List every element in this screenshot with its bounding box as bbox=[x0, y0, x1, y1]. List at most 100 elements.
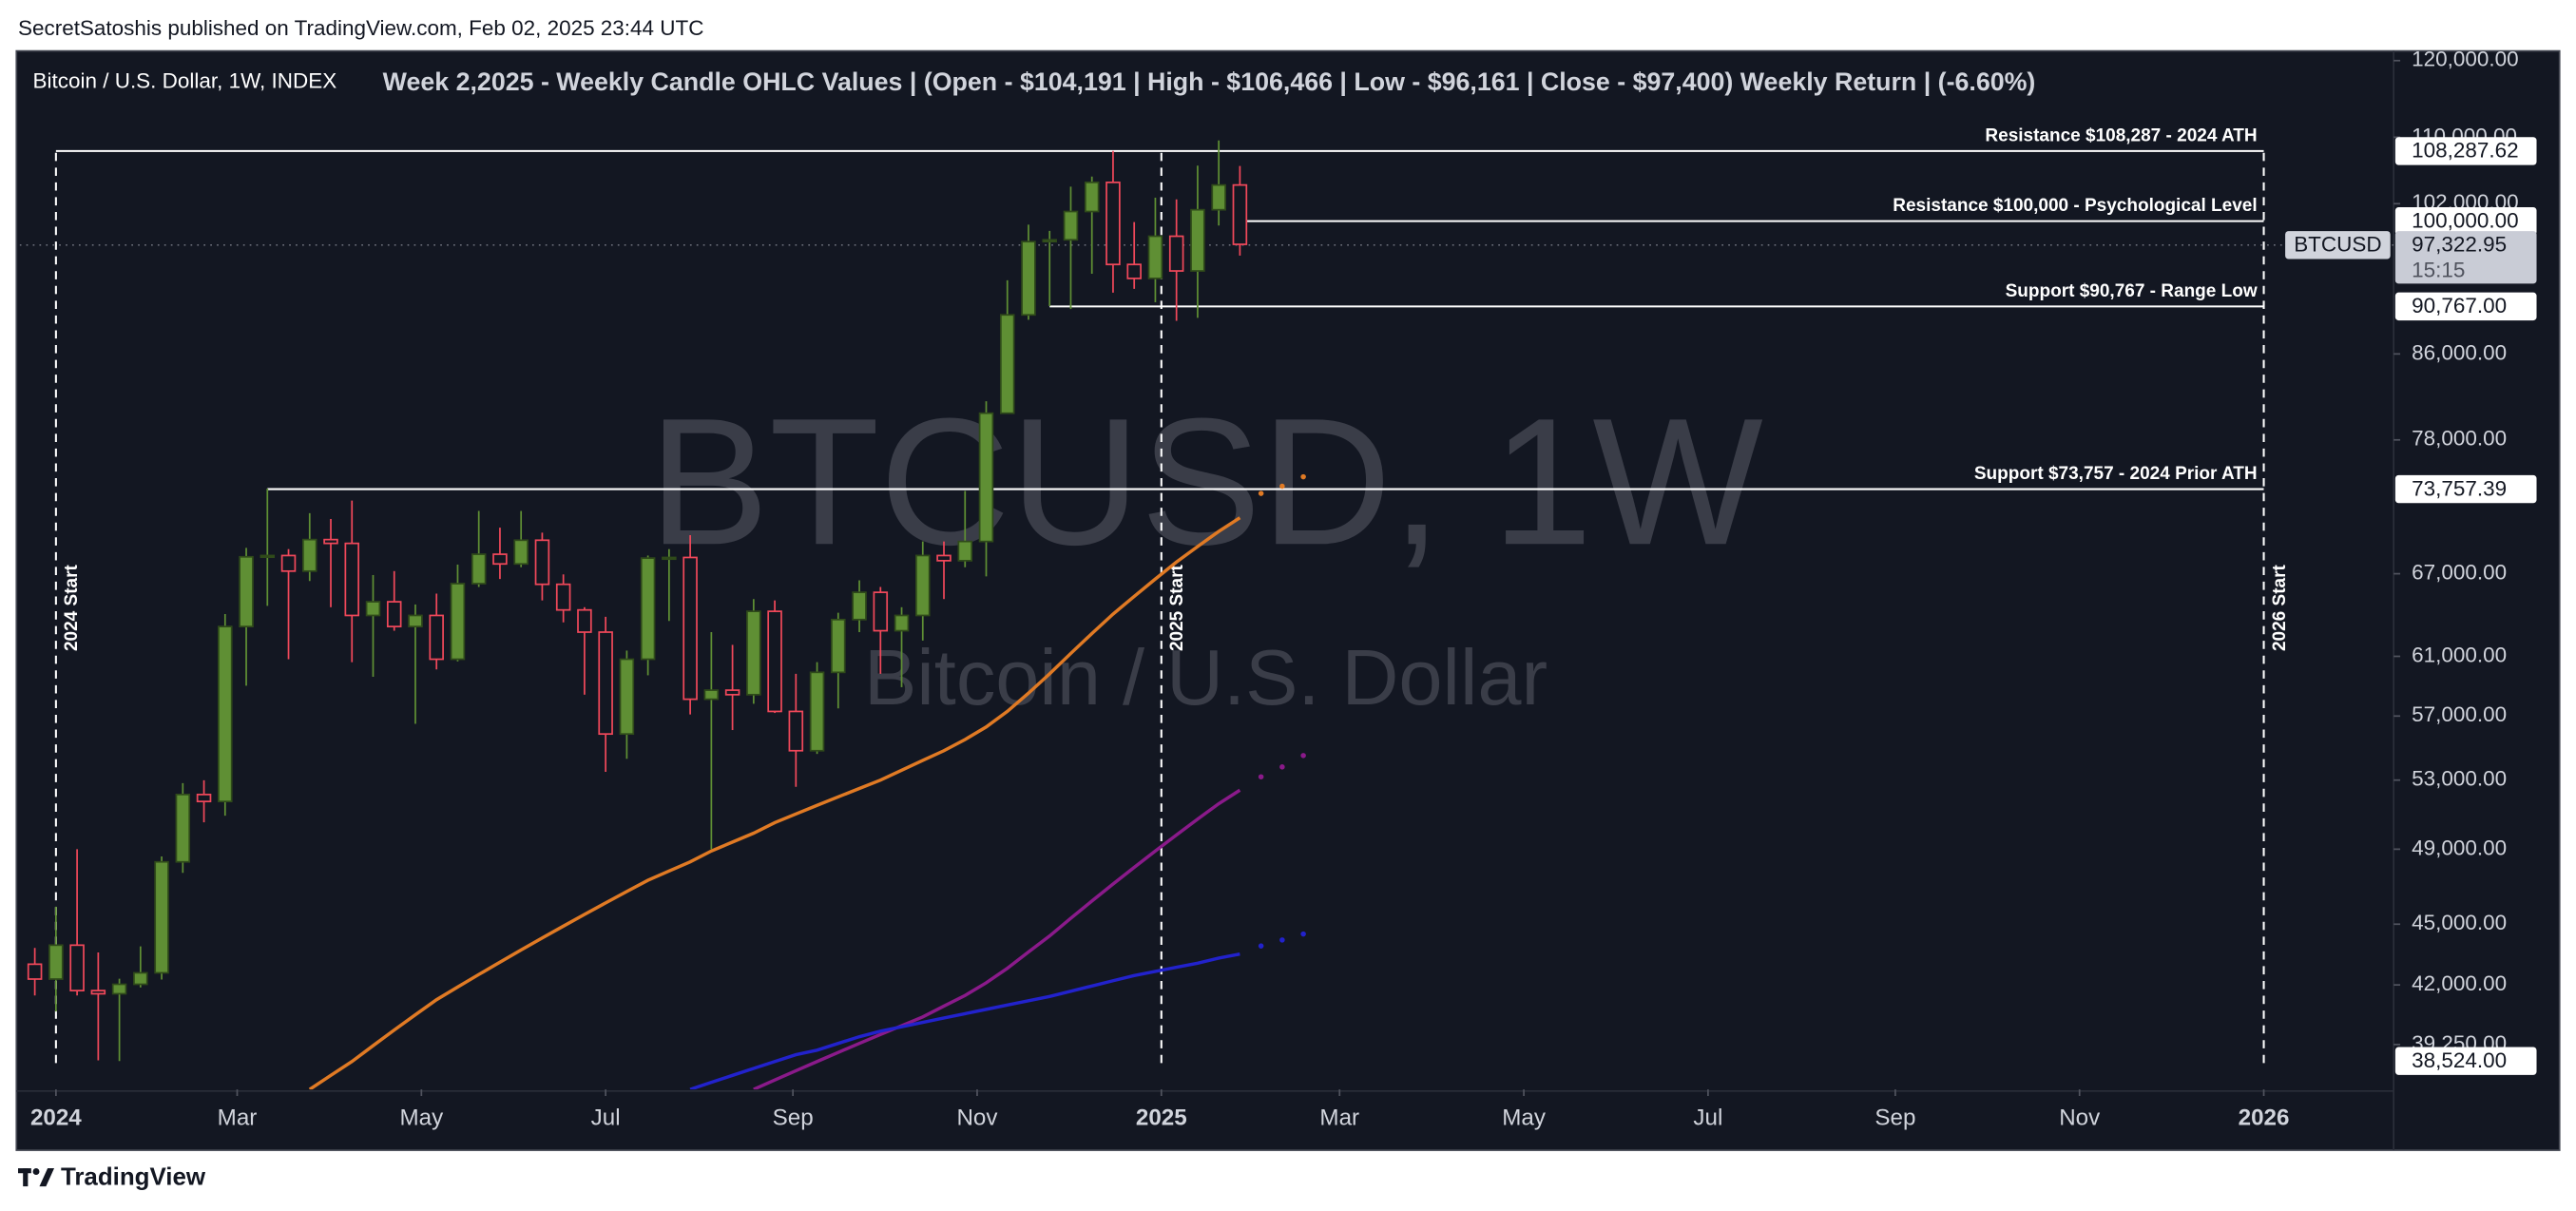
candle-body bbox=[662, 556, 677, 561]
candle-body bbox=[154, 860, 169, 974]
price-box-label: 73,757.39 bbox=[2412, 476, 2507, 500]
candle-body bbox=[1084, 182, 1100, 213]
price-box-label: 108,287.62 bbox=[2412, 139, 2518, 163]
y-tick-label: 42,000.00 bbox=[2412, 971, 2507, 995]
marker-label: 2024 Start bbox=[62, 565, 82, 652]
x-tick-label: Jul bbox=[591, 1105, 621, 1131]
candle-body bbox=[915, 554, 931, 617]
projection-dot bbox=[1300, 931, 1306, 937]
projection-dot bbox=[1258, 774, 1264, 779]
candle-body bbox=[1168, 235, 1184, 272]
projection-dot bbox=[1279, 937, 1285, 943]
moving-average bbox=[753, 788, 1241, 1090]
projection-dot bbox=[1300, 473, 1306, 480]
candle-body bbox=[978, 412, 994, 543]
x-tick-label: Nov bbox=[2059, 1105, 2101, 1131]
candle-body bbox=[48, 944, 64, 980]
price-box-label: 38,524.00 bbox=[2412, 1048, 2507, 1072]
candle-body bbox=[386, 601, 402, 627]
level-label: Resistance $108,287 - 2024 ATH bbox=[1985, 125, 2257, 145]
price-box bbox=[2394, 292, 2537, 321]
candle-body bbox=[90, 990, 106, 995]
candle-body bbox=[69, 944, 85, 991]
x-tick-label: Mar bbox=[1319, 1105, 1359, 1131]
brand-logo bbox=[18, 1168, 55, 1187]
symbol-label: BTCUSD bbox=[2294, 233, 2381, 257]
candle-body bbox=[534, 539, 550, 586]
candle-body bbox=[809, 671, 825, 752]
candle-body bbox=[746, 610, 761, 696]
marker-label: 2026 Start bbox=[2270, 565, 2290, 652]
marker-label: 2025 Start bbox=[1167, 565, 1187, 652]
x-tick-label: May bbox=[1502, 1105, 1547, 1131]
candle-body bbox=[873, 591, 889, 632]
candle-body bbox=[936, 554, 952, 562]
x-tick-label: Jul bbox=[1693, 1105, 1722, 1131]
x-tick-label: 2026 bbox=[2239, 1105, 2290, 1131]
x-tick-label: Sep bbox=[1874, 1105, 1915, 1131]
price-box bbox=[2394, 206, 2537, 236]
level-label: Support $73,757 - 2024 Prior ATH bbox=[1974, 464, 2258, 484]
moving-average bbox=[689, 952, 1240, 1090]
candle-body bbox=[682, 556, 698, 701]
candle-body bbox=[852, 591, 867, 621]
plot: 2024 Start 2025 Start 2026 Start Resistance… bbox=[19, 125, 2394, 1090]
candle-body bbox=[280, 554, 297, 572]
candle-body bbox=[111, 983, 127, 995]
price-box bbox=[2394, 1047, 2537, 1075]
y-tick-label: 78,000.00 bbox=[2412, 427, 2507, 451]
moving-average bbox=[308, 516, 1241, 1090]
candle-body bbox=[957, 540, 973, 562]
candle-body bbox=[831, 618, 846, 674]
watermark-description: Bitcoin / U.S. Dollar bbox=[864, 633, 1548, 721]
level-label: Support $90,767 - Range Low bbox=[2006, 281, 2258, 301]
candle-body bbox=[577, 608, 592, 633]
candle-body bbox=[1063, 210, 1079, 241]
candle-body bbox=[1105, 182, 1121, 266]
y-tick-label: 49,000.00 bbox=[2412, 836, 2507, 859]
candle-body bbox=[27, 963, 43, 980]
symbol-box bbox=[2285, 231, 2391, 260]
x-tick-label: Sep bbox=[773, 1105, 814, 1131]
candle-body bbox=[492, 553, 508, 566]
candle-body bbox=[408, 614, 423, 627]
candle-body bbox=[555, 583, 571, 611]
price-box bbox=[2394, 137, 2537, 165]
candle-body bbox=[788, 710, 804, 752]
watermark-symbol: BTCUSD, 1W bbox=[648, 381, 1762, 583]
y-tick-label: 45,000.00 bbox=[2412, 911, 2507, 934]
price-box-label: 90,767.00 bbox=[2412, 294, 2507, 317]
projection-dot bbox=[1279, 764, 1285, 770]
overlay: 120,000.00110,000.00102,000.0086,000.007… bbox=[30, 48, 2537, 1131]
candle-body bbox=[218, 625, 233, 803]
legend: Bitcoin / U.S. Dollar, 1W, INDEX bbox=[33, 68, 337, 92]
candle-body bbox=[429, 614, 444, 661]
candle-body bbox=[1211, 183, 1226, 211]
price-box bbox=[2394, 474, 2537, 504]
candle-body bbox=[767, 610, 782, 713]
projection-dot bbox=[1279, 483, 1285, 490]
candle-body bbox=[260, 554, 276, 559]
y-tick-label: 61,000.00 bbox=[2412, 643, 2507, 666]
candle-body bbox=[323, 538, 338, 545]
projection-dot bbox=[1258, 490, 1264, 496]
candle-body bbox=[894, 614, 910, 632]
last-price-label: 97,322.95 bbox=[2412, 233, 2507, 257]
candle-body bbox=[1126, 263, 1142, 279]
y-tick-label: 53,000.00 bbox=[2412, 767, 2507, 791]
y-tick-label: 86,000.00 bbox=[2412, 340, 2507, 364]
candle-body bbox=[175, 793, 191, 863]
chart-panel bbox=[15, 49, 2561, 1151]
candle-body bbox=[133, 971, 148, 986]
projection-dot bbox=[1258, 943, 1264, 949]
publisher: SecretSatoshis published on TradingView.… bbox=[18, 16, 703, 40]
candle-body bbox=[999, 314, 1015, 414]
candle-body bbox=[1147, 235, 1163, 279]
candle-body bbox=[471, 553, 487, 585]
y-tick-label: 67,000.00 bbox=[2412, 561, 2507, 585]
x-tick-label: 2025 bbox=[1136, 1105, 1187, 1131]
candle-body bbox=[196, 793, 212, 803]
candle-body bbox=[513, 539, 529, 566]
